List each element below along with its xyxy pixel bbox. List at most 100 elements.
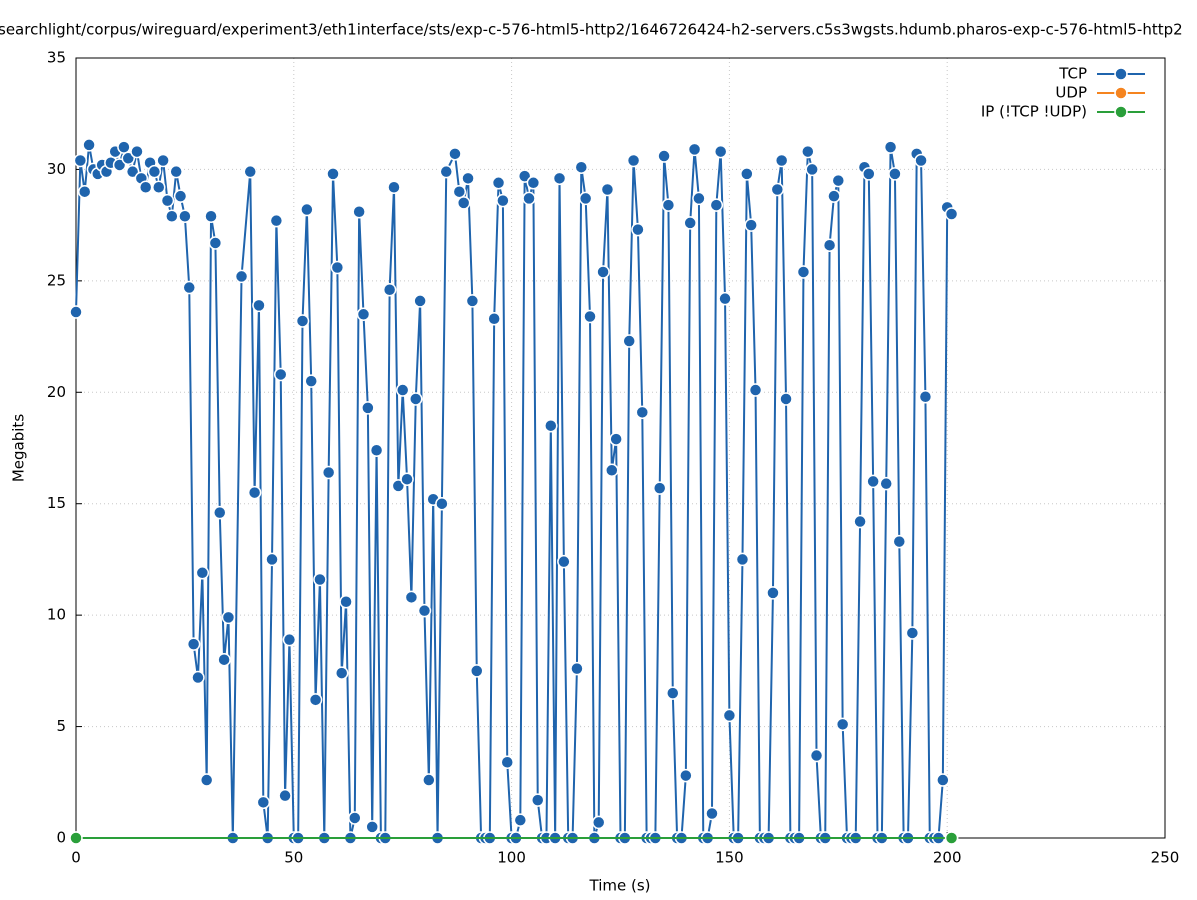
y-tick-label: 5 xyxy=(56,717,66,735)
data-point xyxy=(435,496,449,511)
data-point xyxy=(827,189,841,203)
data-point xyxy=(269,213,284,228)
data-point xyxy=(626,153,641,168)
data-point xyxy=(173,189,188,203)
data-point xyxy=(605,463,619,478)
data-point xyxy=(522,191,536,206)
data-point xyxy=(796,265,811,279)
data-point xyxy=(666,686,680,700)
data-point xyxy=(221,610,236,625)
legend-marker xyxy=(1114,67,1128,81)
data-point xyxy=(635,405,650,420)
data-point xyxy=(944,207,959,221)
data-point xyxy=(300,202,314,217)
data-point xyxy=(905,626,920,640)
data-point xyxy=(740,167,754,181)
data-point xyxy=(256,795,271,810)
data-point xyxy=(138,180,153,195)
data-point xyxy=(570,661,584,676)
data-point xyxy=(330,260,345,275)
data-point xyxy=(439,164,454,179)
data-point xyxy=(191,670,205,685)
data-point xyxy=(500,755,514,769)
data-point xyxy=(805,162,819,177)
data-point xyxy=(853,514,867,529)
data-point xyxy=(892,534,907,549)
data-point xyxy=(609,432,623,446)
data-point xyxy=(718,291,732,306)
data-point xyxy=(552,171,567,186)
y-tick-label: 10 xyxy=(47,606,66,624)
data-point xyxy=(465,294,480,308)
data-point xyxy=(361,401,375,415)
x-tick-label: 200 xyxy=(933,849,962,867)
data-point xyxy=(82,138,96,152)
data-point xyxy=(273,367,288,382)
data-point xyxy=(352,205,366,219)
legend-label: UDP xyxy=(1055,84,1087,102)
data-point xyxy=(809,748,824,763)
data-point xyxy=(779,392,793,406)
data-point xyxy=(417,603,432,618)
data-point xyxy=(748,383,763,397)
data-point xyxy=(404,590,419,605)
x-tick-label: 100 xyxy=(497,849,526,867)
data-point xyxy=(557,554,571,569)
data-point xyxy=(77,184,92,199)
y-tick-label: 20 xyxy=(47,383,66,401)
data-point xyxy=(591,815,606,830)
data-point xyxy=(692,191,706,206)
legend-label: TCP xyxy=(1058,65,1087,83)
data-point xyxy=(212,505,227,520)
data-point xyxy=(722,708,737,723)
data-point xyxy=(217,652,231,667)
data-point xyxy=(247,485,262,500)
data-point xyxy=(596,265,610,279)
data-point xyxy=(622,334,636,348)
data-point xyxy=(169,164,183,179)
data-point xyxy=(182,280,197,295)
data-point xyxy=(178,209,192,223)
data-point xyxy=(130,144,144,159)
data-point xyxy=(866,474,880,489)
data-point xyxy=(487,311,501,326)
data-point xyxy=(491,176,506,190)
data-point xyxy=(744,218,758,232)
data-point xyxy=(709,198,724,212)
x-axis-label: Time (s) xyxy=(589,877,651,895)
y-tick-label: 30 xyxy=(47,160,66,178)
data-point xyxy=(879,476,893,491)
data-point xyxy=(121,151,136,166)
chart-title: searchlight/corpus/wireguard/experiment3… xyxy=(0,21,1183,39)
x-tick-label: 150 xyxy=(715,849,744,867)
legend-marker xyxy=(1114,86,1128,100)
data-point xyxy=(936,773,950,787)
data-point xyxy=(186,637,201,651)
data-point xyxy=(252,298,266,313)
legend-marker xyxy=(1114,105,1128,119)
series-line xyxy=(75,143,953,839)
data-point xyxy=(395,383,410,397)
x-tick-label: 50 xyxy=(284,849,303,867)
data-point xyxy=(369,443,384,457)
data-point xyxy=(801,144,815,159)
data-point xyxy=(160,193,175,208)
data-point xyxy=(705,806,719,821)
data-point xyxy=(530,793,545,807)
data-point xyxy=(918,389,933,404)
data-point xyxy=(713,144,728,159)
data-point xyxy=(883,140,898,154)
data-point xyxy=(69,305,83,319)
data-point xyxy=(513,813,528,827)
data-point xyxy=(914,153,928,168)
y-tick-label: 35 xyxy=(47,49,66,67)
data-point xyxy=(448,147,462,161)
data-point xyxy=(631,222,645,237)
y-tick-label: 0 xyxy=(56,829,66,847)
data-point xyxy=(382,283,397,297)
data-point xyxy=(278,788,292,803)
data-point xyxy=(661,198,676,212)
data-point xyxy=(456,196,471,210)
data-point xyxy=(199,773,214,787)
